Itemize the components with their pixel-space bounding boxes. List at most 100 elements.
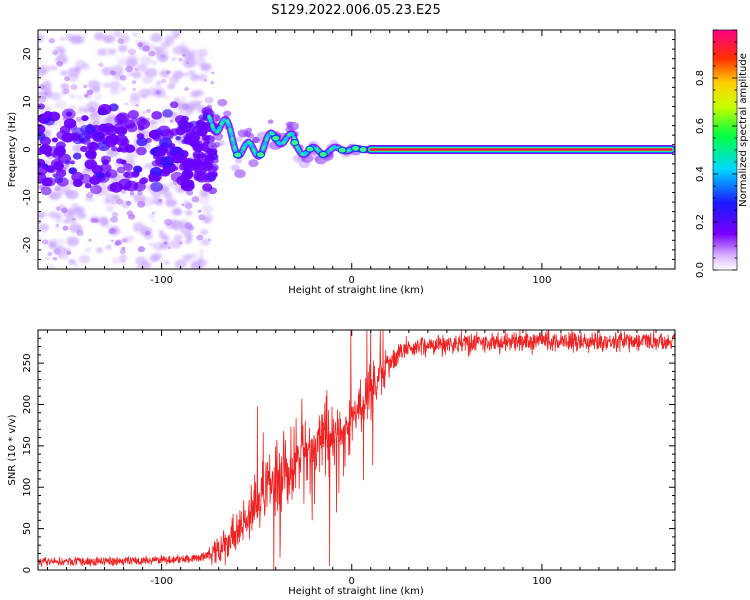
noise-blob bbox=[163, 218, 172, 226]
colorbar-ticks: 0.0 0.2 0.4 0.6 0.8 bbox=[695, 29, 738, 278]
noise-blob bbox=[187, 102, 195, 109]
noise-blob bbox=[148, 242, 154, 247]
noise-blob bbox=[101, 66, 113, 76]
transition-peak bbox=[255, 151, 266, 159]
noise-blob bbox=[117, 57, 128, 66]
band-blob bbox=[120, 138, 130, 146]
noise-blob bbox=[188, 69, 196, 76]
noise-blob bbox=[46, 264, 56, 269]
noise-blob bbox=[196, 234, 204, 241]
noise-blob bbox=[169, 239, 182, 249]
band-blob bbox=[162, 109, 173, 118]
noise-blob bbox=[142, 261, 152, 269]
noise-blob bbox=[122, 238, 128, 243]
noise-blob bbox=[163, 241, 168, 245]
noise-blob bbox=[125, 154, 135, 162]
noise-blob bbox=[94, 93, 103, 101]
noise-blob bbox=[135, 103, 140, 108]
band-blob bbox=[56, 167, 63, 172]
noise-blob bbox=[165, 198, 177, 208]
band-blob bbox=[44, 117, 55, 126]
noise-blob bbox=[191, 196, 200, 203]
noise-blob bbox=[125, 58, 138, 69]
noise-blob bbox=[38, 33, 45, 43]
transition-peak bbox=[233, 151, 243, 159]
noise-blob bbox=[151, 219, 156, 223]
noise-blob bbox=[83, 93, 89, 98]
noise-blob bbox=[64, 189, 73, 197]
noise-blob bbox=[71, 203, 79, 209]
noise-blob bbox=[48, 37, 56, 44]
noise-blob bbox=[48, 211, 59, 219]
band-blob bbox=[210, 172, 218, 179]
noise-blob bbox=[74, 207, 82, 213]
noise-blob bbox=[137, 190, 143, 196]
noise-blob bbox=[158, 198, 163, 203]
noise-blob bbox=[129, 97, 141, 107]
band-blob bbox=[140, 177, 149, 184]
transition-halo bbox=[234, 157, 243, 164]
noise-blob bbox=[184, 86, 190, 92]
noise-blob bbox=[137, 246, 146, 253]
noise-blob bbox=[198, 214, 206, 221]
y-tick-label: 200 bbox=[22, 395, 33, 414]
noise-blob bbox=[86, 101, 100, 111]
noise-blob bbox=[174, 259, 187, 269]
band-blob bbox=[38, 124, 46, 134]
band-blob bbox=[40, 186, 52, 196]
noise-blob bbox=[159, 233, 168, 240]
noise-blob bbox=[48, 242, 57, 249]
band-blob bbox=[84, 125, 96, 134]
noise-blob bbox=[103, 198, 112, 204]
band-blob bbox=[151, 160, 160, 167]
noise-blob bbox=[142, 45, 150, 52]
noise-blob bbox=[150, 33, 163, 43]
noise-blob bbox=[78, 254, 90, 264]
noise-blob bbox=[72, 217, 76, 221]
band-blob bbox=[116, 166, 126, 174]
noise-blob bbox=[133, 193, 146, 204]
noise-blob bbox=[169, 75, 180, 84]
transition-halo bbox=[248, 159, 259, 168]
noise-blob bbox=[145, 68, 158, 78]
noise-blob bbox=[128, 213, 136, 220]
noise-blob bbox=[66, 250, 72, 256]
noise-blob bbox=[174, 234, 183, 241]
y-tick-label: 150 bbox=[22, 436, 33, 455]
noise-blob bbox=[47, 192, 58, 200]
noise-blob bbox=[158, 117, 165, 123]
noise-blob bbox=[38, 211, 46, 219]
band-blob bbox=[84, 183, 92, 189]
noise-blob bbox=[77, 95, 84, 101]
noise-blob bbox=[119, 74, 127, 81]
noise-blob bbox=[54, 217, 63, 224]
noise-blob bbox=[160, 41, 170, 49]
noise-blob bbox=[174, 162, 179, 166]
band-blob bbox=[56, 177, 69, 187]
noise-blob bbox=[69, 105, 76, 111]
snr-frame bbox=[37, 329, 676, 571]
noise-blob bbox=[103, 82, 111, 89]
noise-blob bbox=[102, 37, 110, 43]
x-tick-label: 0 bbox=[349, 275, 355, 286]
band-blob bbox=[39, 144, 52, 155]
noise-blob bbox=[121, 246, 126, 250]
x-tick-label: 100 bbox=[532, 275, 551, 286]
noise-blob bbox=[180, 47, 190, 55]
band-blob bbox=[127, 110, 139, 119]
noise-blob bbox=[98, 217, 109, 226]
noise-blob bbox=[117, 34, 130, 44]
band-blob bbox=[38, 164, 48, 176]
y-tick-label: -20 bbox=[22, 237, 33, 253]
band-blob bbox=[43, 111, 53, 118]
noise-blob bbox=[63, 218, 71, 224]
noise-blob bbox=[190, 90, 200, 98]
noise-blob bbox=[60, 70, 68, 76]
transition-halo bbox=[211, 144, 218, 150]
band-blob bbox=[204, 162, 213, 169]
noise-blob bbox=[94, 32, 105, 41]
noise-blob bbox=[77, 110, 83, 115]
noise-blob bbox=[178, 241, 183, 245]
noise-blob bbox=[52, 50, 59, 56]
noise-blob bbox=[163, 260, 170, 266]
